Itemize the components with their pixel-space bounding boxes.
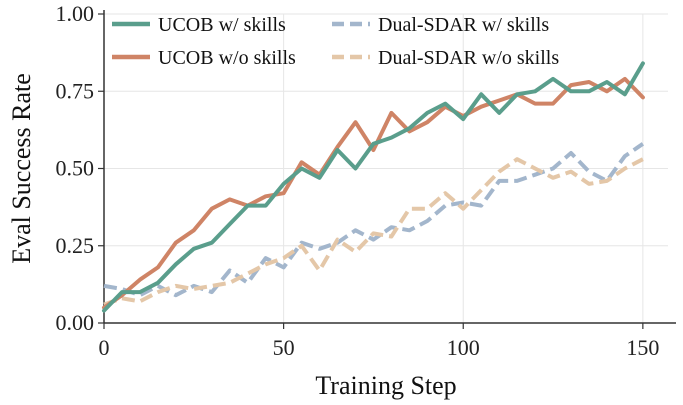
legend-label-3: Dual-SDAR w/o skills <box>378 47 559 69</box>
legend-label-2: Dual-SDAR w/ skills <box>378 14 549 36</box>
x-tick-label: 50 <box>273 335 295 360</box>
axes: 0.00 0.25 0.50 0.75 1.00 0 50 100 150 <box>56 1 676 360</box>
series-line-3 <box>103 157 644 307</box>
x-axis-label: Training Step <box>315 371 456 400</box>
x-tick-label: 150 <box>626 335 659 360</box>
y-tick-label: 0.50 <box>56 156 95 181</box>
y-tick-label: 0.25 <box>56 233 95 258</box>
series-group <box>102 61 645 313</box>
legend-label-1: UCOB w/o skills <box>158 47 296 69</box>
series-line-0 <box>102 61 645 313</box>
y-tick-label: 0.75 <box>56 78 95 103</box>
y-tick-label: 0.00 <box>56 310 95 335</box>
x-tick-label: 0 <box>99 335 110 360</box>
legend-label-0: UCOB w/ skills <box>158 14 286 36</box>
series-line-1 <box>102 76 645 310</box>
series-line-2 <box>103 142 645 298</box>
legend: UCOB w/ skills Dual-SDAR w/ skills UCOB w/… <box>112 14 559 69</box>
y-tick-label: 1.00 <box>56 1 95 26</box>
x-tick-label: 100 <box>447 335 480 360</box>
y-axis-label: Eval Success Rate <box>7 73 36 264</box>
